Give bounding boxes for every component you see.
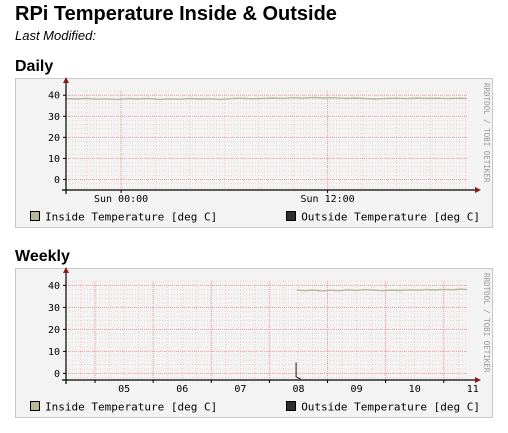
weekly-graph: 0 10 20 30 40 05 06 07 08 09 10 11 RRDTOOL / TOBI OE… [15,267,493,418]
weekly-legend-outside-label: Outside Temperature [deg C] [301,400,480,414]
x-axis-arrow-icon [475,377,481,383]
last-modified-label: Last Modified: [15,28,96,43]
weekly-legend-inside-label: Inside Temperature [deg C] [45,400,218,414]
x-axis-arrow-icon [475,187,481,193]
page-title: RPi Temperature Inside & Outside [15,3,337,25]
y-tick-label: 0 [54,369,60,380]
series-line-inside [296,288,468,292]
inside-swatch-icon [30,211,40,221]
y-tick-label: 10 [48,154,60,165]
y-axis-arrow-icon [63,267,69,273]
inside-swatch-icon [30,401,40,411]
x-tick-label: 11 [467,384,479,395]
x-tick-label: 09 [351,384,363,395]
weekly-legend-outside: Outside Temperature [deg C] [286,400,480,414]
daily-heading: Daily [15,58,54,75]
x-tick-label: 06 [176,384,188,395]
daily-chart-svg: 0 10 20 30 40 Sun 00:00 Sun 12:00 RRDTOOL / TOB… [48,77,491,205]
x-tick-label: Sun 12:00 [301,194,355,205]
daily-legend-outside: Outside Temperature [deg C] [286,210,480,224]
daily-graph: 0 10 20 30 40 Sun 00:00 Sun 12:00 RRDTOOL / TOB… [15,77,493,228]
y-tick-label: 20 [48,133,60,144]
series-line-outside [295,362,301,380]
y-tick-label: 40 [48,281,60,292]
y-tick-label: 10 [48,347,60,358]
weekly-chart-svg: 0 10 20 30 40 05 06 07 08 09 10 11 RRDTOOL / TOBI OE… [48,267,491,395]
weekly-legend-inside: Inside Temperature [deg C] [30,400,217,414]
x-tick-label: 07 [234,384,246,395]
y-tick-label: 0 [54,175,60,186]
daily-legend-outside-label: Outside Temperature [deg C] [301,210,480,224]
outside-swatch-icon [286,401,297,411]
daily-legend-inside-label: Inside Temperature [deg C] [45,210,218,224]
y-tick-label: 40 [48,91,60,102]
weekly-heading: Weekly [15,248,70,265]
y-axis-arrow-icon [63,77,69,83]
x-tick-label: 08 [292,384,304,395]
y-tick-label: 30 [48,303,60,314]
rrdtool-watermark: RRDTOOL / TOBI OETIKER [482,83,491,183]
rrdtool-watermark: RRDTOOL / TOBI OETIKER [482,273,491,373]
daily-legend-inside: Inside Temperature [deg C] [30,210,217,224]
y-tick-label: 30 [48,112,60,123]
x-tick-label: 05 [118,384,130,395]
x-tick-label: Sun 00:00 [94,194,148,205]
daily-legend: Inside Temperature [deg C] Outside Tempe… [30,210,480,224]
series-line-inside [65,96,468,101]
weekly-legend: Inside Temperature [deg C] Outside Tempe… [30,400,480,414]
outside-swatch-icon [286,211,297,221]
x-tick-label: 10 [409,384,421,395]
y-tick-label: 20 [48,325,60,336]
